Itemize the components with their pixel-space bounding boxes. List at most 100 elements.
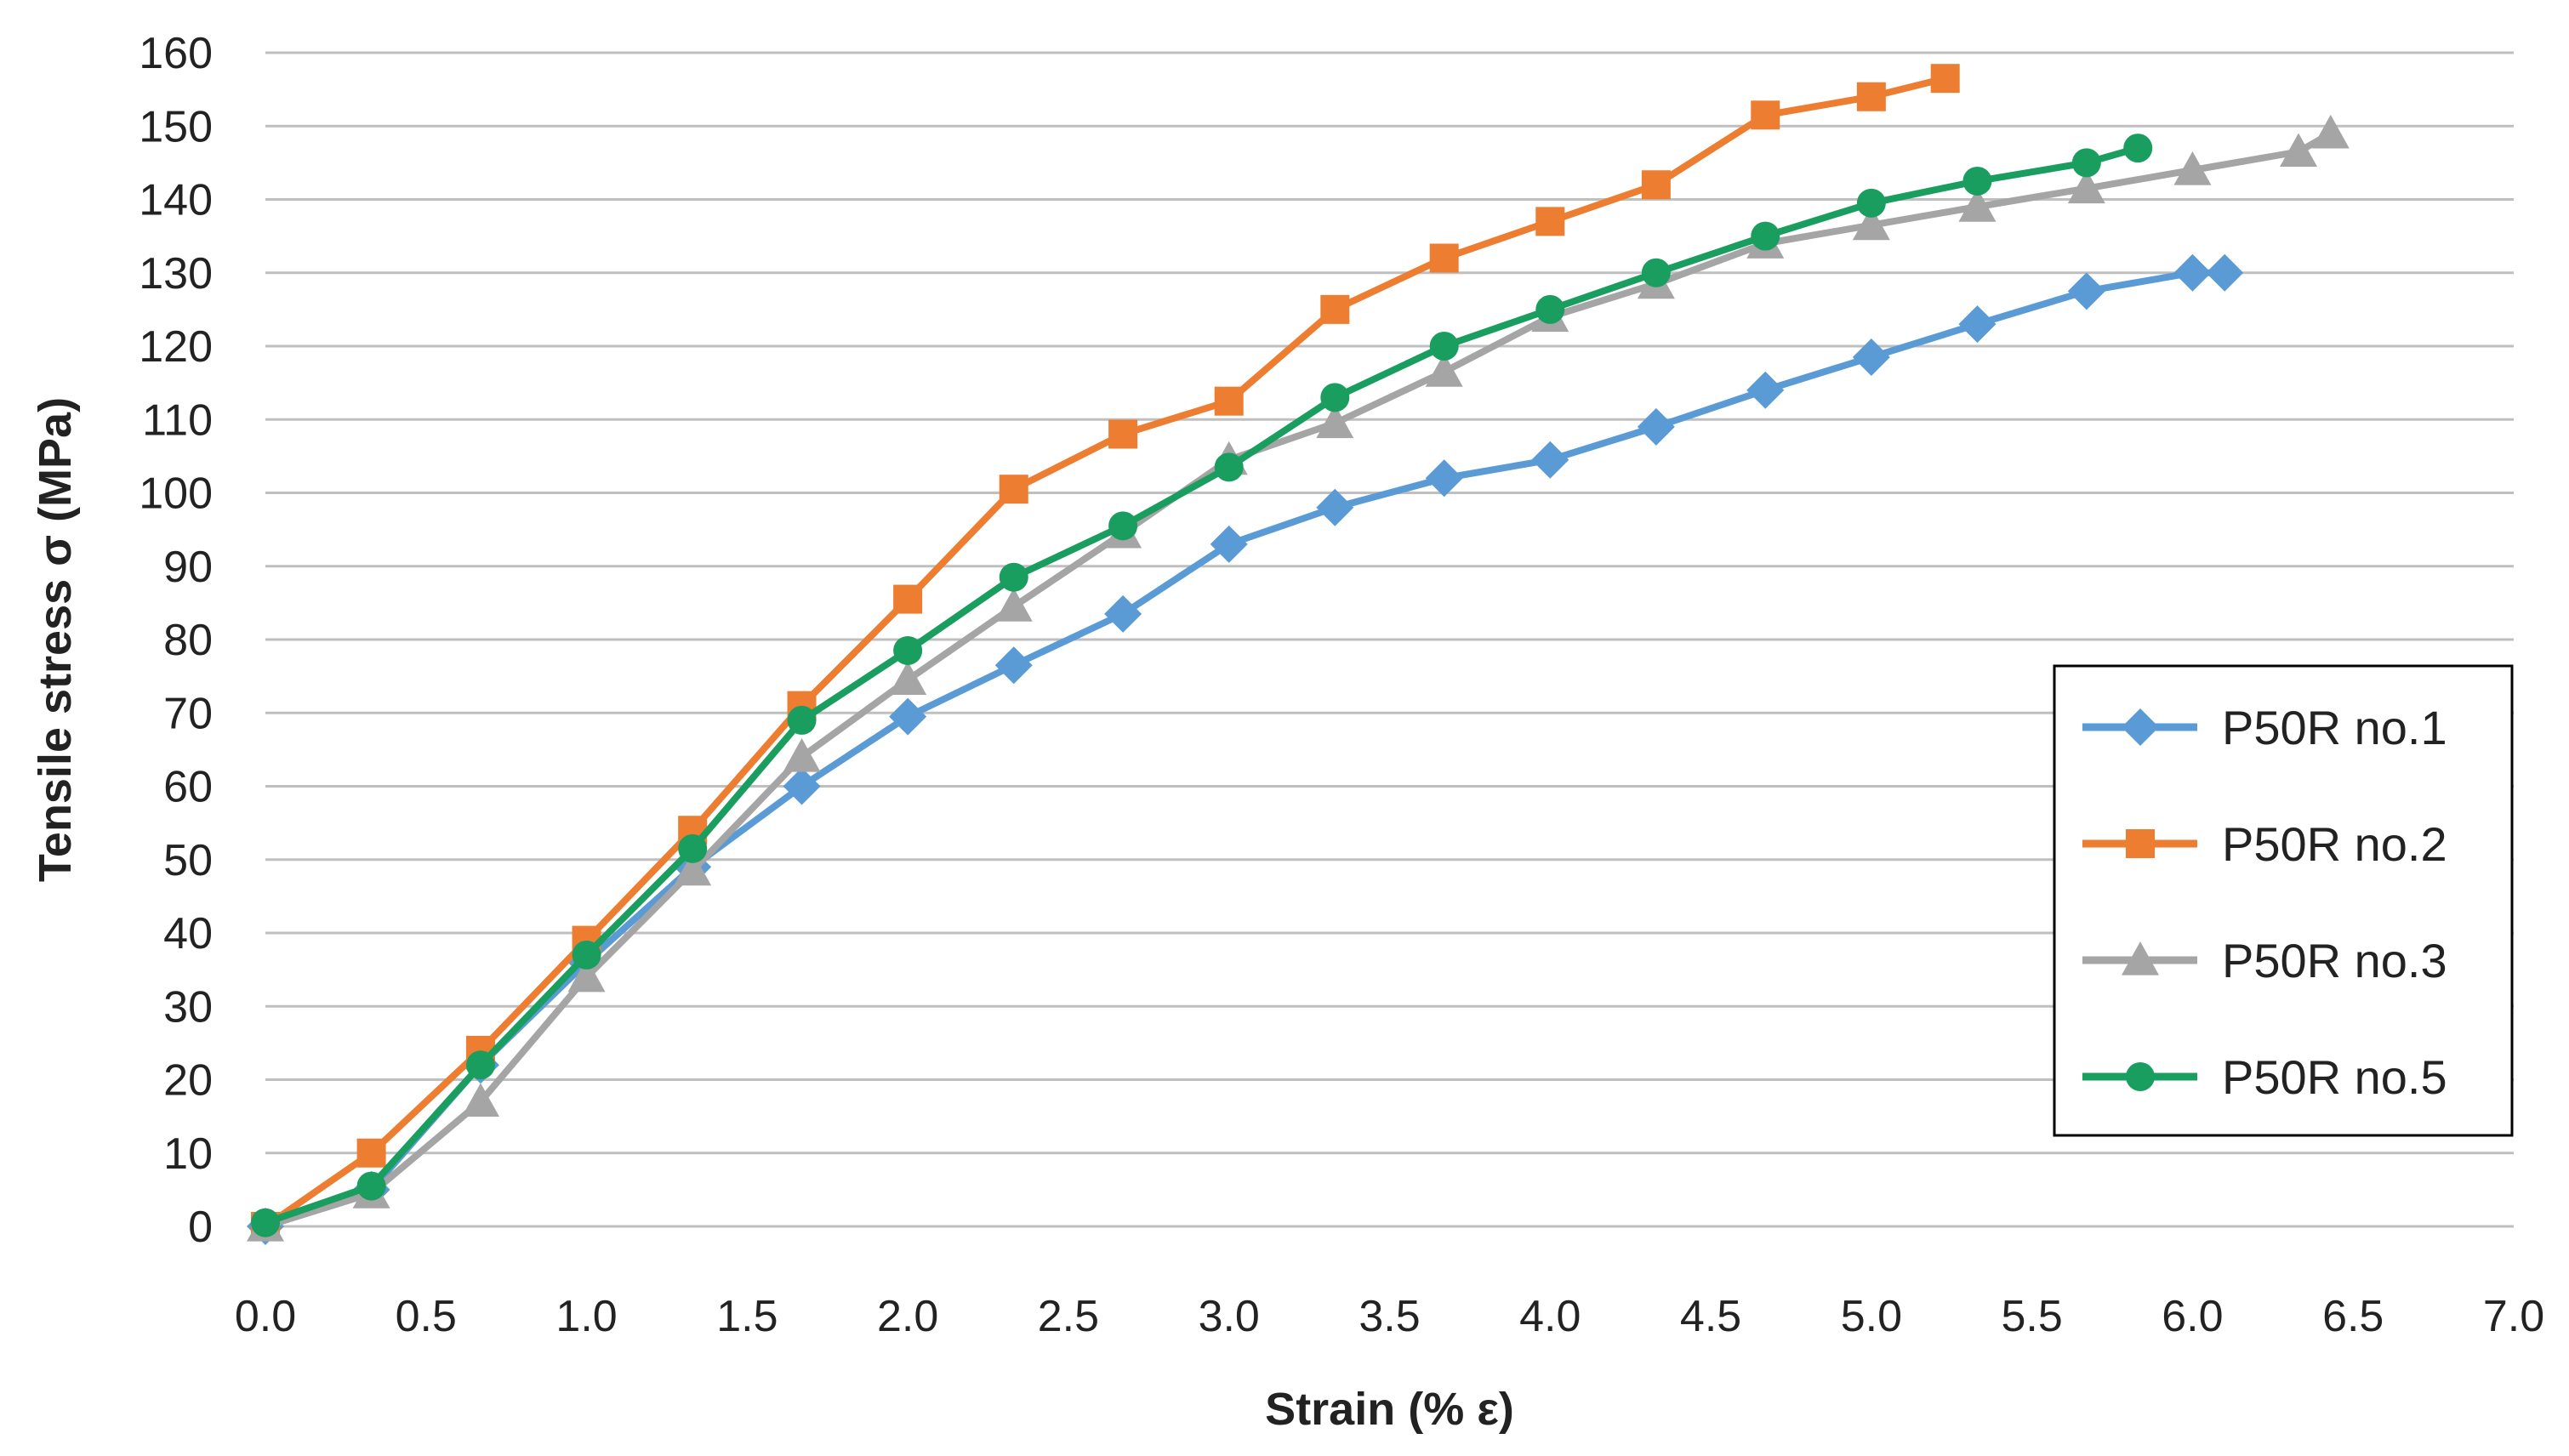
legend-marker-triangle (2122, 941, 2159, 975)
x-tick-label: 6.5 (2322, 1292, 2384, 1341)
data-point-circle (1641, 258, 1671, 287)
legend-box (2053, 664, 2514, 1137)
data-point-square (1320, 294, 1350, 324)
data-point-diamond (1531, 441, 1569, 479)
data-point-circle (999, 562, 1028, 592)
x-axis-ticks: 0.0 0.5 1.0 1.5 2.0 2.5 3.0 3.5 4.0 4.5 5.0 5.5 6.0 6… (235, 1292, 2544, 1341)
y-tick-label: 70 (163, 689, 213, 738)
data-point-diamond (1210, 525, 1248, 563)
data-point-diamond (1104, 594, 1142, 633)
data-point-square (1214, 386, 1244, 416)
y-tick-label: 0 (188, 1203, 213, 1252)
x-tick-label: 0.5 (396, 1292, 457, 1341)
data-point-triangle (889, 661, 927, 696)
data-point-square (1751, 100, 1780, 130)
series-group (247, 64, 2350, 1245)
data-point-diamond (1637, 407, 1675, 446)
data-point-diamond (1746, 371, 1785, 409)
data-point-circle (1108, 511, 1138, 541)
legend-label: P50R no.1 (2222, 701, 2447, 754)
y-tick-label: 30 (163, 982, 213, 1032)
y-tick-label: 150 (139, 102, 213, 151)
data-point-circle (787, 705, 817, 735)
data-point-diamond (783, 767, 821, 805)
data-point-square (1856, 82, 1886, 111)
data-point-triangle (674, 851, 712, 886)
x-tick-label: 1.0 (555, 1292, 617, 1341)
y-tick-label: 40 (163, 909, 213, 958)
data-point-square (1429, 243, 1459, 273)
series-line (262, 269, 2229, 1230)
data-point-triangle (783, 738, 821, 772)
data-point-circle (1962, 166, 1992, 196)
data-point-circle (572, 940, 601, 970)
data-point-triangle (994, 588, 1033, 622)
legend: P50R no.1 P50R no.2 P50R no.3 P50R no.5 (2053, 664, 2514, 1137)
x-tick-label: 3.0 (1199, 1292, 1260, 1341)
x-tick-label: 5.0 (1841, 1292, 1902, 1341)
data-point-circle (678, 833, 708, 863)
data-point-diamond (1316, 488, 1354, 526)
legend-item: P50R no.2 (2082, 817, 2447, 871)
y-tick-label: 90 (163, 543, 213, 592)
data-point-triangle (2067, 169, 2105, 204)
legend-item: P50R no.1 (2082, 701, 2447, 754)
x-tick-label: 0.0 (235, 1292, 296, 1341)
data-point-triangle (1316, 404, 1354, 439)
y-tick-label: 160 (139, 29, 213, 78)
legend-marker-diamond (2122, 708, 2159, 746)
data-point-diamond (2067, 272, 2105, 310)
data-point-circle (2071, 148, 2101, 178)
series-4 (251, 134, 2153, 1237)
legend-marker-circle (2126, 1062, 2155, 1091)
y-tick-label: 60 (163, 763, 213, 812)
data-point-triangle (1958, 188, 1997, 222)
data-point-square (1108, 419, 1138, 449)
x-tick-label: 6.0 (2162, 1292, 2223, 1341)
data-point-square (1535, 207, 1565, 236)
data-point-diamond (994, 646, 1033, 685)
data-point-circle (1429, 332, 1459, 361)
y-tick-label: 120 (139, 322, 213, 372)
data-point-square (1641, 170, 1671, 200)
data-point-square (1930, 64, 1960, 94)
data-point-triangle (2280, 133, 2318, 168)
y-tick-label: 20 (163, 1056, 213, 1106)
data-point-triangle (2173, 151, 2212, 185)
data-point-diamond (889, 697, 927, 736)
data-point-circle (465, 1050, 495, 1080)
data-point-square (999, 475, 1028, 504)
y-tick-label: 100 (139, 469, 213, 519)
x-tick-label: 3.5 (1359, 1292, 1420, 1341)
y-tick-label: 10 (163, 1129, 213, 1179)
data-point-triangle (461, 1083, 499, 1117)
y-tick-label: 50 (163, 836, 213, 885)
data-point-diamond (2206, 253, 2244, 292)
data-point-square (356, 1138, 386, 1168)
data-point-circle (2123, 134, 2153, 163)
y-axis-ticks: 0 10 20 30 40 50 60 70 80 90 100 110 120 130 140 150 160 (139, 29, 213, 1252)
y-tick-label: 110 (142, 395, 213, 445)
data-point-circle (1320, 383, 1350, 412)
data-point-circle (1856, 188, 1886, 218)
data-point-square (893, 584, 923, 614)
series-3 (247, 114, 2350, 1242)
data-point-triangle (2311, 114, 2350, 149)
data-point-circle (356, 1171, 386, 1201)
legend-marker-square (2126, 829, 2155, 858)
y-tick-label: 140 (139, 176, 213, 225)
data-point-circle (251, 1208, 280, 1237)
data-point-circle (893, 635, 923, 665)
legend-label: P50R no.3 (2222, 934, 2447, 987)
x-tick-label: 2.5 (1038, 1292, 1099, 1341)
data-point-diamond (1852, 338, 1890, 376)
x-tick-label: 1.5 (716, 1292, 778, 1341)
x-tick-label: 7.0 (2483, 1292, 2544, 1341)
data-point-circle (1751, 221, 1780, 251)
y-axis-title: Tensile stress σ (MPa) (30, 397, 81, 882)
x-tick-label: 4.5 (1680, 1292, 1741, 1341)
x-axis-title: Strain (% ε) (1265, 1384, 1514, 1435)
data-point-circle (1535, 294, 1565, 324)
data-point-circle (1214, 452, 1244, 482)
